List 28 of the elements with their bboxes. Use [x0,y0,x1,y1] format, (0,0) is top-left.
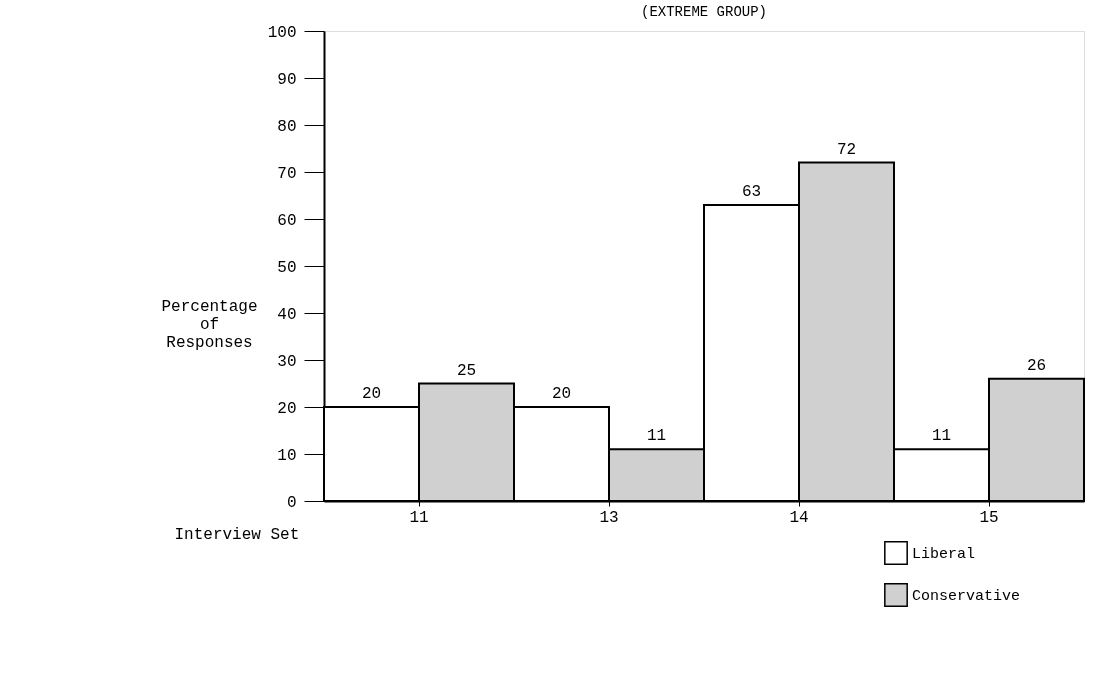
y-tick-label: 100 [267,23,297,42]
data-label: 11 [646,427,667,446]
x-axis-title: Interview Set [174,525,300,544]
y-tick-label: 40 [277,305,297,324]
y-tick-label: 10 [277,446,297,465]
data-label: 20 [551,385,572,403]
y-tick-label: 90 [277,70,297,89]
y-tick-label: 70 [277,164,297,183]
y-tick-label: 0 [286,493,297,512]
y-axis-title: Percentage of Responses [161,297,258,352]
y-tick-label: 30 [277,352,297,371]
x-tick-label: 11 [409,508,429,527]
y-tick-label: 60 [277,211,297,230]
legend-label: Conservative [912,588,1021,605]
data-label: 72 [836,140,857,159]
data-label: 20 [361,385,382,403]
legend-label: Liberal [912,546,976,563]
data-label: 25 [456,361,477,380]
data-label: 11 [931,427,952,446]
chart-title: (EXTREME GROUP) [640,4,768,20]
data-label: 26 [1026,356,1047,375]
data-label: 63 [741,182,762,201]
x-tick-label: 14 [789,508,809,527]
y-tick-label: 80 [277,117,297,136]
y-tick-label: 50 [277,258,297,277]
x-tick-label: 15 [979,508,999,527]
y-tick-label: 20 [277,399,297,418]
x-tick-label: 13 [599,508,619,527]
